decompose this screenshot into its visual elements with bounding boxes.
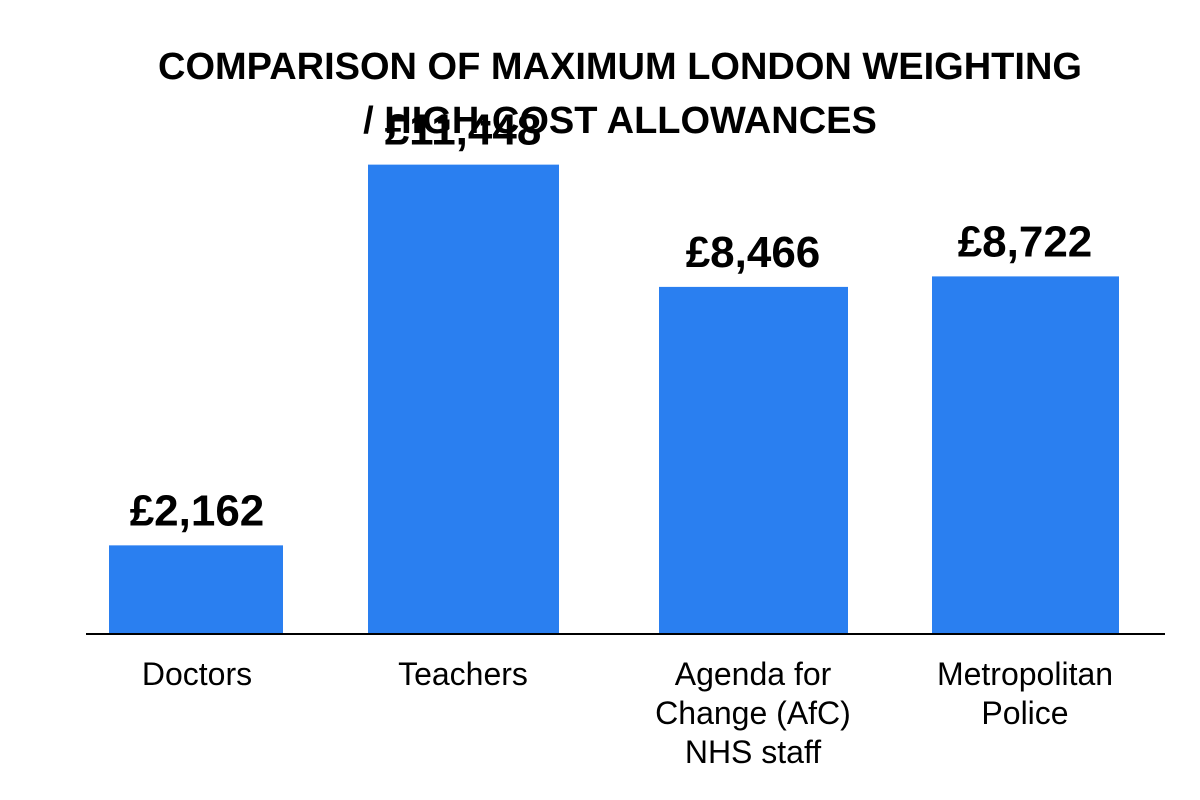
category-label-2-line-0: Agenda for [675,656,832,692]
category-label-3: Metropolitan Police [937,656,1113,731]
category-label-0-line-0: Doctors [142,656,252,692]
value-labels-group: £2,162 £11,448 £8,466 £8,722 [130,106,1093,536]
chart-title: COMPARISON OF MAXIMUM LONDON WEIGHTING /… [158,46,1082,142]
value-label-0: £2,162 [130,486,265,535]
category-label-3-line-1: Police [981,695,1068,731]
bars-group [109,164,1119,634]
category-label-1-line-0: Teachers [398,656,528,692]
category-label-2: Agenda for Change (AfC) NHS staff [655,656,851,770]
bar-2 [659,286,848,634]
bar-0 [109,545,283,634]
value-label-1: £11,448 [385,106,542,155]
category-label-1: Teachers [398,656,528,692]
category-label-0: Doctors [142,656,252,692]
value-label-2: £8,466 [686,228,821,277]
category-label-3-line-0: Metropolitan [937,656,1113,692]
category-label-2-line-1: Change (AfC) [655,695,851,731]
category-label-2-line-2: NHS staff [685,734,821,770]
bar-1 [368,164,559,634]
value-label-3: £8,722 [958,217,1093,266]
category-labels-group: Doctors Teachers Agenda for Change (AfC) NHS… [142,656,1113,770]
bar-3 [932,276,1119,634]
